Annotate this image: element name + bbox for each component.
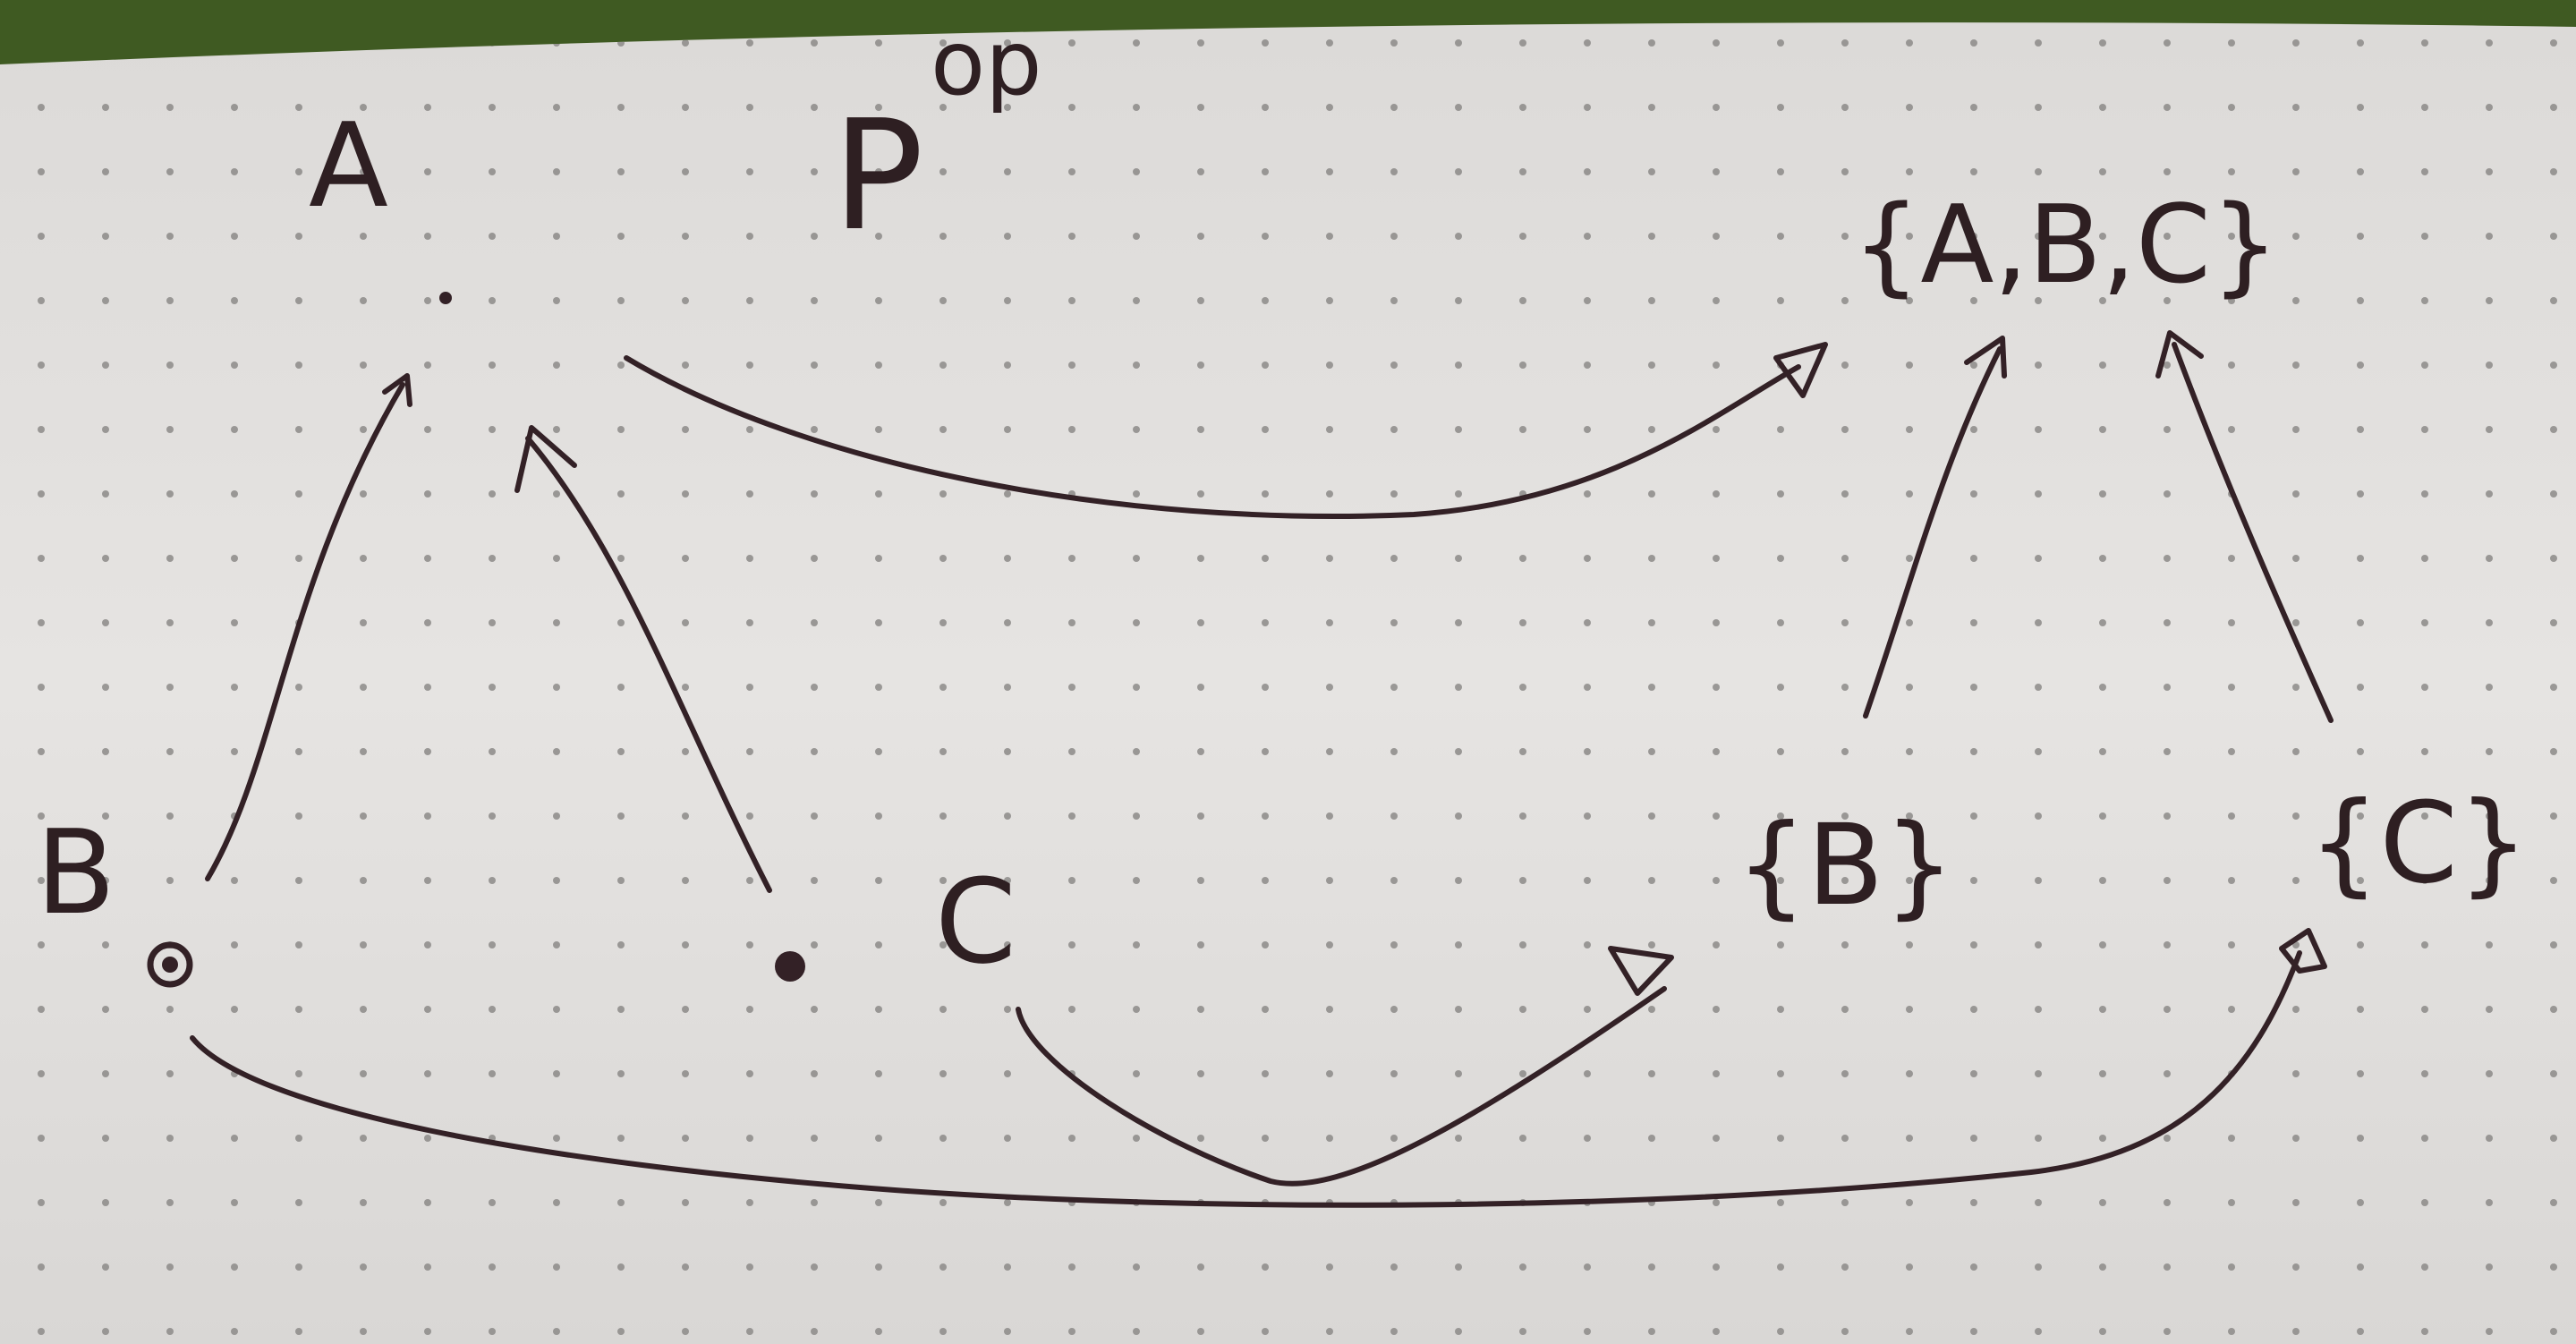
arrow-c-to-a [525, 436, 772, 893]
map-arrowhead-b-to-setc [2279, 928, 2327, 974]
node-label-a: A [309, 98, 388, 234]
arrowhead-b-to-a [382, 373, 412, 407]
map-arrow-b-to-setc [190, 950, 2302, 1208]
map-arrow-a-to-abc [624, 355, 1801, 519]
node-point-b [147, 941, 193, 988]
map-arrow-c-to-setb [1016, 986, 1667, 1187]
poset-title-superscript: op [931, 11, 1042, 115]
node-label-c: C [935, 854, 1016, 990]
node-label-abc: {A,B,C} [1852, 183, 2279, 308]
arrowhead-c-to-a [514, 425, 577, 493]
dot-grid [0, 22, 2576, 1344]
node-label-set-c: {C} [2308, 778, 2529, 908]
poset-title: P [832, 88, 924, 265]
node-point-a [439, 292, 452, 304]
node-point-c [775, 951, 805, 982]
arrow-setc-to-abc [2172, 342, 2334, 723]
node-label-b: B [36, 804, 115, 940]
map-arrowhead-a-to-abc [1773, 342, 1828, 398]
node-label-set-b: {B} [1736, 801, 1955, 931]
arrowhead-setc-to-abc [2155, 330, 2204, 379]
node-point-b-center [162, 957, 178, 973]
arrow-b-to-a [205, 382, 405, 881]
arrowhead-setb-to-abc [1964, 336, 2007, 379]
map-arrowhead-c-to-setb [1608, 946, 1674, 996]
arrow-setb-to-abc [1863, 346, 2002, 719]
